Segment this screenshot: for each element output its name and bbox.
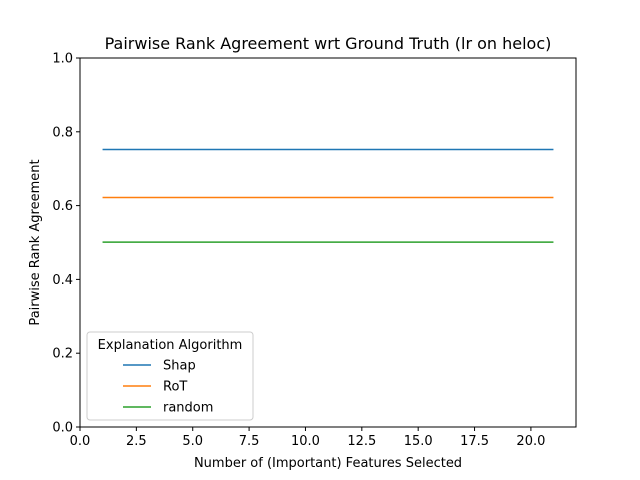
y-axis-label: Pairwise Rank Agreement — [28, 159, 43, 325]
x-tick-label: 2.5 — [126, 434, 147, 449]
y-tick-label: 0.4 — [52, 273, 73, 288]
y-tick-label: 0.0 — [52, 421, 73, 436]
legend-label-rot: RoT — [163, 380, 187, 395]
legend: Explanation Algorithm Shap RoT random — [86, 331, 254, 421]
x-tick-label: 15.0 — [404, 434, 433, 449]
x-tick-label: 12.5 — [347, 434, 376, 449]
chart-title: Pairwise Rank Agreement wrt Ground Truth… — [105, 34, 552, 53]
y-tick-label: 1.0 — [52, 52, 73, 67]
series-lines — [102, 148, 554, 243]
legend-box — [86, 331, 254, 421]
y-tick-label: 0.2 — [52, 347, 73, 362]
x-axis-ticks: 0.0 2.5 5.0 7.5 10.0 12.5 15.0 17.5 20.0 — [70, 427, 545, 449]
x-tick-label: 17.5 — [460, 434, 489, 449]
y-tick-label: 0.8 — [52, 125, 73, 140]
legend-label-random: random — [163, 401, 213, 416]
y-tick-label: 0.6 — [52, 199, 73, 214]
x-tick-label: 20.0 — [516, 434, 545, 449]
legend-entries: Shap RoT random — [123, 359, 213, 416]
x-tick-label: 0.0 — [70, 434, 91, 449]
x-tick-label: 7.5 — [239, 434, 260, 449]
y-axis-ticks: 0.0 0.2 0.4 0.6 0.8 1.0 — [52, 52, 80, 436]
x-axis-label: Number of (Important) Features Selected — [194, 456, 462, 471]
plot-frame — [79, 57, 577, 428]
x-tick-label: 5.0 — [182, 434, 203, 449]
legend-title: Explanation Algorithm — [98, 338, 243, 353]
x-tick-label: 10.0 — [291, 434, 320, 449]
legend-label-shap: Shap — [163, 359, 196, 374]
